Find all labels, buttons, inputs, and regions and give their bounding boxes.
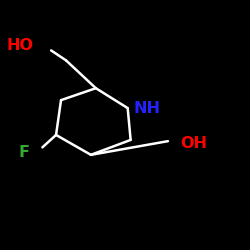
Text: OH: OH bbox=[180, 136, 208, 151]
Text: F: F bbox=[19, 145, 30, 160]
Text: NH: NH bbox=[133, 101, 160, 116]
Text: HO: HO bbox=[7, 38, 34, 53]
